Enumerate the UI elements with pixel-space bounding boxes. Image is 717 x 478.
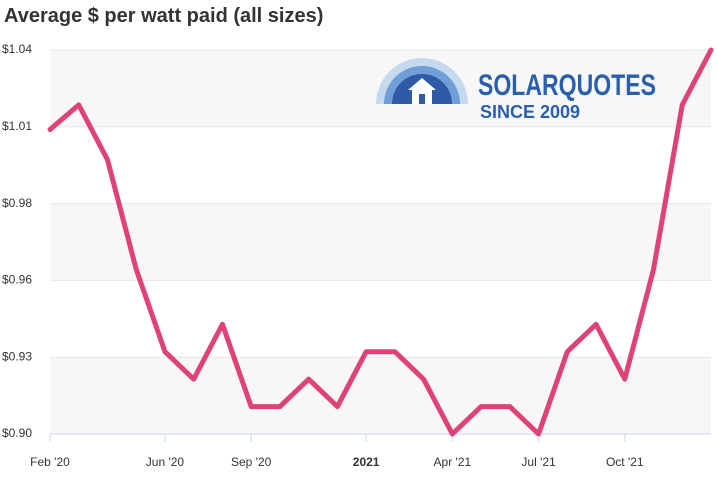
logo-door [419, 94, 425, 104]
plot-band [50, 357, 711, 434]
logo-house [408, 78, 436, 104]
logo-name: SOLARQUOTES [478, 69, 656, 102]
chart-title: Average $ per watt paid (all sizes) [4, 5, 323, 27]
logo-tagline: SINCE 2009 [480, 102, 580, 122]
y-tick-label: $0.93 [2, 349, 32, 363]
x-tick-label: Oct '21 [606, 455, 644, 469]
x-tick-label: Apr '21 [434, 455, 472, 469]
x-tick-label: Feb '20 [30, 455, 70, 469]
y-tick-label: $0.90 [2, 426, 32, 440]
x-tick-label: 2021 [353, 455, 380, 469]
y-tick-label: $0.96 [2, 273, 32, 287]
y-tick-label: $0.98 [2, 196, 32, 210]
x-tick-label: Jul '21 [521, 455, 556, 469]
logo: SOLARQUOTES SINCE 2009 [376, 58, 656, 122]
plot-band [50, 203, 711, 281]
x-tick-label: Jun '20 [146, 455, 185, 469]
y-tick-label: $1.04 [2, 42, 32, 56]
y-tick-label: $1.01 [2, 119, 32, 133]
x-tick-label: Sep '20 [231, 455, 272, 469]
data-line [47, 47, 714, 437]
